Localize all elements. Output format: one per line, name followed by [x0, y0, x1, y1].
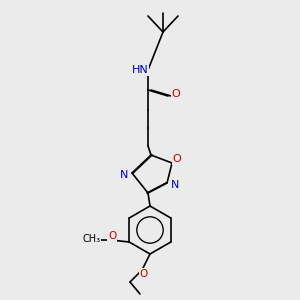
- Text: O: O: [108, 231, 116, 241]
- Text: O: O: [172, 154, 182, 164]
- Text: CH₃: CH₃: [82, 234, 100, 244]
- Text: N: N: [171, 180, 179, 190]
- Text: HN: HN: [132, 65, 148, 75]
- Text: O: O: [172, 89, 180, 99]
- Text: N: N: [120, 170, 128, 180]
- Text: O: O: [140, 269, 148, 279]
